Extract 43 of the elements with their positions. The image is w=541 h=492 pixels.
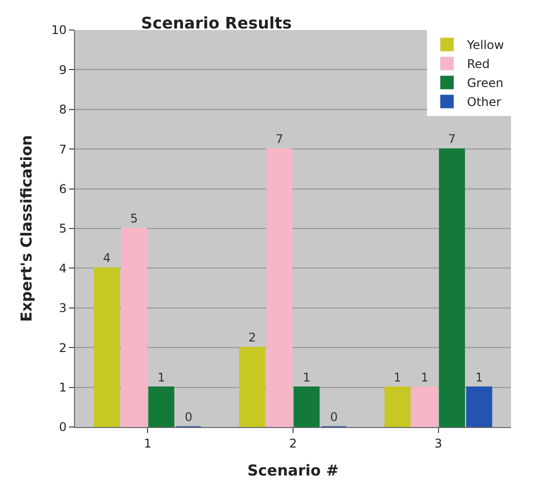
y-tick-label: 1 bbox=[58, 380, 67, 394]
y-tick-label: 10 bbox=[51, 23, 67, 38]
legend-label: Yellow bbox=[466, 38, 504, 52]
bar bbox=[384, 386, 410, 427]
legend-label: Green bbox=[467, 76, 504, 90]
data-label: 7 bbox=[448, 132, 456, 146]
data-label: 2 bbox=[248, 330, 256, 345]
bar bbox=[466, 386, 492, 427]
bar bbox=[148, 386, 174, 427]
bar bbox=[412, 386, 438, 427]
x-tick-label: 1 bbox=[144, 436, 152, 450]
bar bbox=[294, 386, 320, 427]
data-label: 5 bbox=[130, 212, 138, 226]
data-label: 1 bbox=[157, 370, 166, 384]
y-tick-label: 8 bbox=[58, 102, 67, 117]
data-label: 1 bbox=[475, 370, 484, 384]
legend-label: Other bbox=[467, 95, 502, 110]
data-label: 0 bbox=[330, 410, 338, 424]
chart-title: Scenario Results bbox=[141, 13, 292, 32]
y-tick-label: 5 bbox=[58, 222, 67, 236]
data-label: 1 bbox=[302, 370, 310, 384]
bar bbox=[121, 228, 148, 427]
data-label: 1 bbox=[420, 370, 429, 384]
bar bbox=[438, 148, 465, 427]
y-tick-label: 4 bbox=[58, 261, 67, 276]
bar bbox=[94, 267, 120, 427]
y-tick-label: 7 bbox=[58, 142, 67, 156]
bar bbox=[266, 148, 292, 427]
data-label: 0 bbox=[184, 410, 192, 424]
y-tick-label: 3 bbox=[58, 301, 67, 316]
data-label: 4 bbox=[102, 251, 111, 266]
bar bbox=[239, 346, 266, 427]
legend-label: Red bbox=[467, 57, 490, 72]
y-tick-label: 2 bbox=[58, 340, 67, 355]
x-axis-title: Scenario # bbox=[247, 461, 339, 480]
data-label: 1 bbox=[394, 370, 402, 384]
y-tick-label: 0 bbox=[58, 420, 67, 434]
y-tick-label: 6 bbox=[58, 182, 67, 196]
x-tick-label: 2 bbox=[289, 436, 297, 450]
y-axis-title: Expert's Classification bbox=[18, 135, 36, 322]
y-tick-label: 9 bbox=[58, 62, 67, 77]
data-label: 7 bbox=[276, 132, 284, 146]
x-tick-label: 3 bbox=[434, 436, 442, 450]
